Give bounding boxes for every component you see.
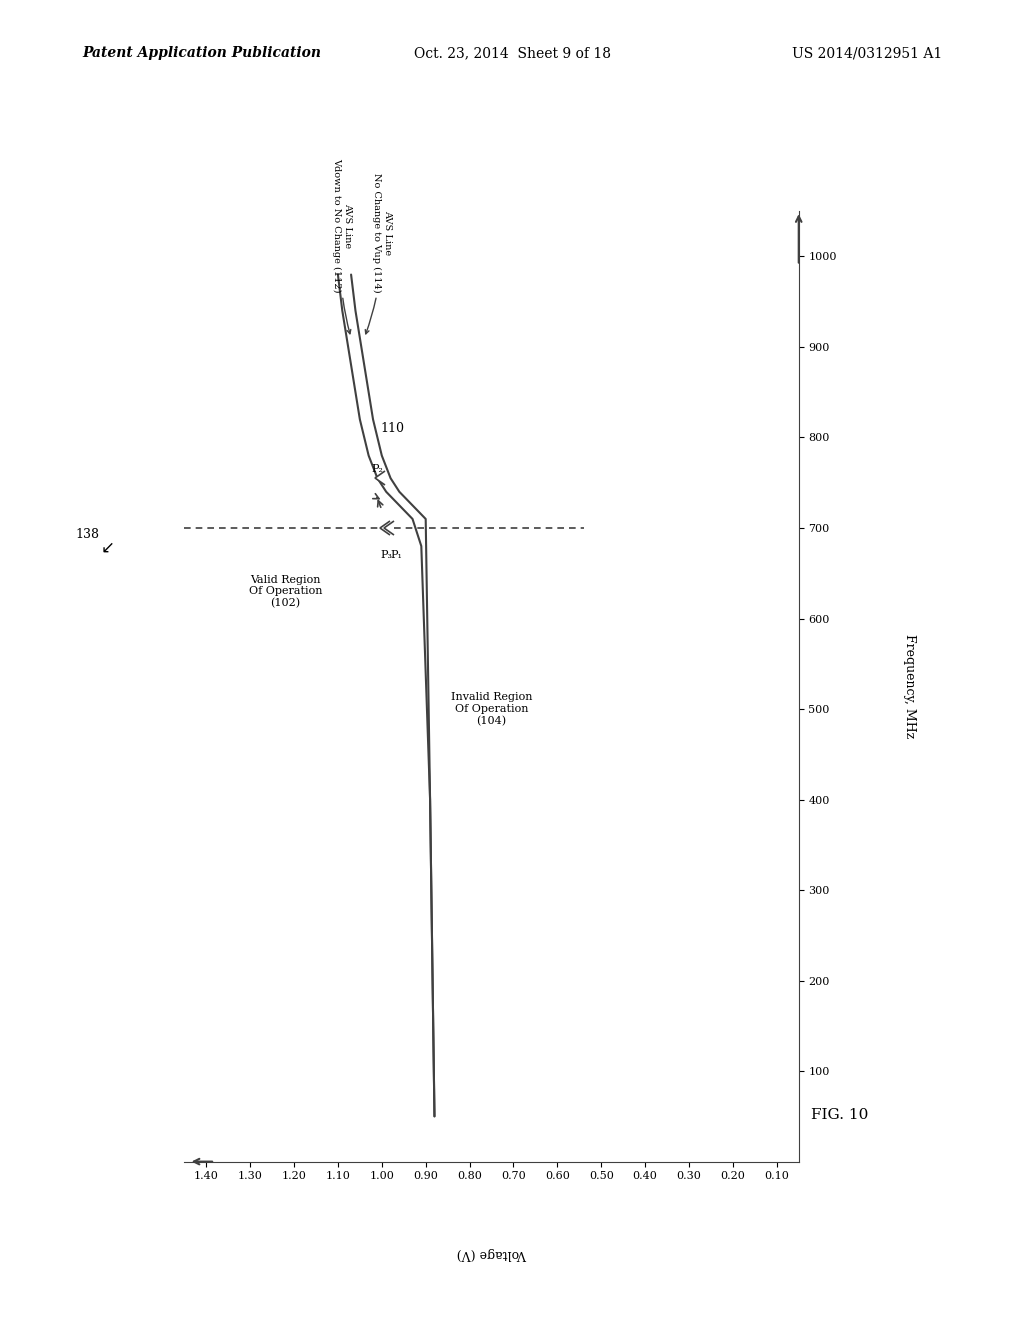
Text: Oct. 23, 2014  Sheet 9 of 18: Oct. 23, 2014 Sheet 9 of 18 — [414, 46, 610, 61]
Text: Frequency, MHz: Frequency, MHz — [903, 635, 915, 738]
Text: Valid Region
Of Operation
(102): Valid Region Of Operation (102) — [249, 574, 322, 609]
Text: ↙: ↙ — [100, 539, 115, 557]
Text: AVS Line
No Change to Vup (114): AVS Line No Change to Vup (114) — [366, 173, 391, 334]
Text: Patent Application Publication: Patent Application Publication — [82, 46, 321, 61]
Text: FIG. 10: FIG. 10 — [811, 1109, 868, 1122]
Text: AVS Line
Vdown to No Change (112): AVS Line Vdown to No Change (112) — [333, 158, 352, 334]
Text: P₂: P₂ — [372, 465, 384, 474]
Text: 110: 110 — [381, 422, 404, 434]
Text: Voltage (V): Voltage (V) — [457, 1247, 526, 1261]
Text: P₃: P₃ — [381, 550, 392, 560]
Text: US 2014/0312951 A1: US 2014/0312951 A1 — [792, 46, 942, 61]
Text: 138: 138 — [75, 528, 99, 541]
Text: Invalid Region
Of Operation
(104): Invalid Region Of Operation (104) — [451, 692, 532, 726]
Text: P₁: P₁ — [390, 550, 402, 560]
